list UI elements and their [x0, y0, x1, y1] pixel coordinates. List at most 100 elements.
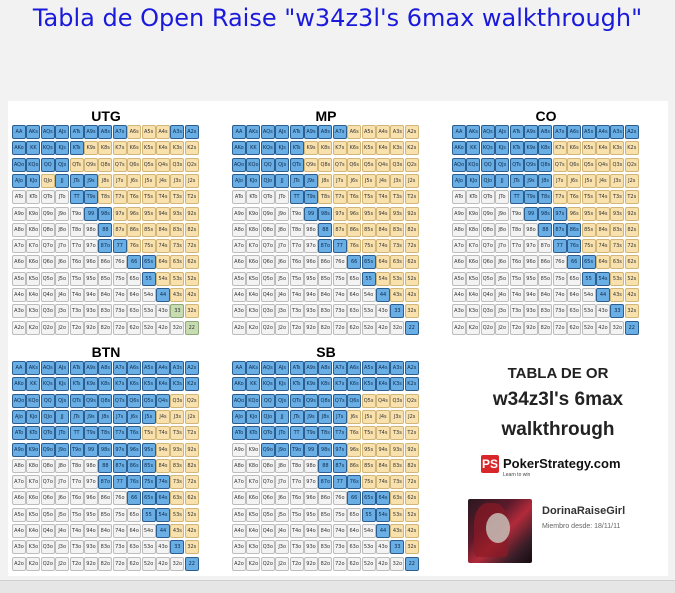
hand-cell-sb-72o: 72o: [332, 556, 347, 571]
hand-cell-mp-K3o: K3o: [246, 304, 261, 319]
page-title: Tabla de Open Raise "w34z3l's 6max walkt…: [32, 4, 643, 32]
hand-cell-btn-A4o: A4o: [12, 524, 26, 538]
hand-cell-utg-QJs: QJs: [55, 157, 70, 172]
hand-cell-utg-AKo: AKo: [12, 141, 26, 156]
hand-cell-btn-93s: 93s: [170, 442, 185, 457]
hand-cell-btn-Q2s: Q2s: [184, 393, 199, 408]
hand-cell-co-K5s: K5s: [581, 141, 596, 156]
hand-cell-utg-A8s: A8s: [98, 125, 113, 139]
hand-cell-utg-T7s: T7s: [112, 190, 127, 205]
hand-cell-btn-J8o: J8o: [55, 458, 70, 473]
hand-cell-sb-75s: 75s: [361, 475, 376, 490]
hand-cell-co-Q8o: Q8o: [480, 222, 495, 237]
hand-cell-btn-J2o: J2o: [55, 556, 70, 571]
hand-cell-co-J3o: J3o: [495, 304, 510, 319]
hand-cell-utg-52o: 52o: [141, 320, 156, 335]
hand-cell-mp-66: 66: [347, 255, 362, 270]
hand-cell-utg-A7o: A7o: [12, 239, 26, 254]
hand-cell-mp-JTo: JTo: [275, 190, 290, 205]
hand-cell-co-J3s: J3s: [610, 173, 625, 188]
hand-cell-utg-T6s: T6s: [127, 190, 142, 205]
hand-cell-utg-93s: 93s: [170, 206, 185, 221]
hand-cell-utg-TT: TT: [69, 190, 84, 205]
hand-cell-co-AKs: AKs: [466, 125, 481, 139]
hand-cell-co-42o: 42o: [596, 320, 610, 335]
grid-title-mp: MP: [315, 108, 337, 124]
hand-cell-mp-63o: 63o: [347, 304, 362, 319]
hand-cell-sb-JJ: JJ: [275, 409, 290, 424]
hand-cell-utg-T5s: T5s: [141, 190, 156, 205]
hand-cell-mp-J9o: J9o: [275, 206, 290, 221]
hand-cell-sb-KQs: KQs: [260, 377, 275, 392]
grid-title-sb: SB: [316, 344, 336, 360]
hand-cell-utg-84s: 84s: [156, 222, 170, 237]
hand-cell-co-92s: 92s: [624, 206, 639, 221]
hand-cell-mp-T8s: T8s: [318, 190, 333, 205]
hand-cell-co-53s: 53s: [610, 271, 625, 286]
hand-cell-utg-A7s: A7s: [112, 125, 127, 139]
hand-cell-sb-43o: 43o: [376, 540, 390, 555]
hand-cell-mp-62o: 62o: [347, 320, 362, 335]
hand-cell-sb-J4o: J4o: [275, 524, 290, 538]
hand-cell-sb-43s: 43s: [390, 524, 405, 538]
hand-cell-mp-J8o: J8o: [275, 222, 290, 237]
hand-cell-btn-A9o: A9o: [12, 442, 26, 457]
hand-cell-mp-K5o: K5o: [246, 271, 261, 286]
hand-cell-sb-K3o: K3o: [246, 540, 261, 555]
hand-cell-sb-KTo: KTo: [246, 426, 261, 441]
user-avatar-image[interactable]: [468, 499, 532, 563]
brand-name[interactable]: PokerStrategy.com: [503, 456, 621, 471]
hand-cell-utg-74o: 74o: [112, 288, 127, 302]
hand-cell-sb-J3o: J3o: [275, 540, 290, 555]
hand-cell-btn-64s: 64s: [156, 491, 170, 506]
hand-cell-sb-T5o: T5o: [289, 507, 304, 522]
hand-cell-co-QQ: QQ: [480, 157, 495, 172]
hand-cell-btn-T7s: T7s: [112, 426, 127, 441]
hand-cell-btn-K8o: K8o: [26, 458, 41, 473]
avatar-face-shape: [486, 513, 510, 543]
hand-cell-mp-T6o: T6o: [289, 255, 304, 270]
hand-cell-btn-A2o: A2o: [12, 556, 26, 571]
horizontal-scrollbar[interactable]: [0, 580, 675, 593]
hand-cell-mp-K6s: K6s: [347, 141, 362, 156]
hand-cell-sb-QQ: QQ: [260, 393, 275, 408]
hand-cell-sb-K7s: K7s: [332, 377, 347, 392]
hand-cell-mp-94s: 94s: [376, 206, 390, 221]
hand-cell-mp-T6s: T6s: [347, 190, 362, 205]
hand-cell-sb-55: 55: [361, 507, 376, 522]
hand-cell-mp-82o: 82o: [318, 320, 333, 335]
hand-cell-utg-ATo: ATo: [12, 190, 26, 205]
hand-cell-co-96o: 96o: [524, 255, 538, 270]
hand-cell-sb-K7o: K7o: [246, 475, 261, 490]
hand-cell-mp-Q2o: Q2o: [260, 320, 275, 335]
promo-subtitle-line2: walkthrough: [501, 419, 615, 440]
hand-cell-btn-Q2o: Q2o: [40, 556, 55, 571]
hand-cell-mp-AQs: AQs: [260, 125, 275, 139]
hand-cell-mp-64o: 64o: [347, 288, 362, 302]
hand-cell-btn-Q4s: Q4s: [156, 393, 170, 408]
hand-cell-sb-Q2o: Q2o: [260, 556, 275, 571]
hand-cell-btn-TT: TT: [69, 426, 84, 441]
hand-cell-utg-K2s: K2s: [184, 141, 199, 156]
hand-cell-sb-J6o: J6o: [275, 491, 290, 506]
username[interactable]: DorinaRaiseGirl: [542, 505, 626, 517]
hand-cell-btn-QJs: QJs: [55, 393, 70, 408]
hand-cell-co-Q3o: Q3o: [480, 304, 495, 319]
hand-cell-utg-82s: 82s: [184, 222, 199, 237]
hand-cell-btn-KQs: KQs: [40, 377, 55, 392]
hand-cell-utg-KK: KK: [26, 141, 41, 156]
hand-cell-sb-32o: 32o: [390, 556, 405, 571]
hand-cell-mp-94o: 94o: [304, 288, 318, 302]
hand-cell-co-43o: 43o: [596, 304, 610, 319]
pokerstrategy-logo-icon[interactable]: PS: [481, 455, 499, 473]
hand-cell-btn-K9o: K9o: [26, 442, 41, 457]
hand-cell-btn-K5s: K5s: [141, 377, 156, 392]
hand-cell-co-J7s: J7s: [552, 173, 567, 188]
hand-cell-sb-Q7o: Q7o: [260, 475, 275, 490]
hand-cell-sb-JTs: JTs: [289, 409, 304, 424]
hand-cell-mp-J7s: J7s: [332, 173, 347, 188]
hand-cell-utg-ATs: ATs: [69, 125, 84, 139]
hand-cell-mp-K8o: K8o: [246, 222, 261, 237]
hand-cell-mp-K9s: K9s: [304, 141, 318, 156]
hand-cell-utg-J6s: J6s: [127, 173, 142, 188]
